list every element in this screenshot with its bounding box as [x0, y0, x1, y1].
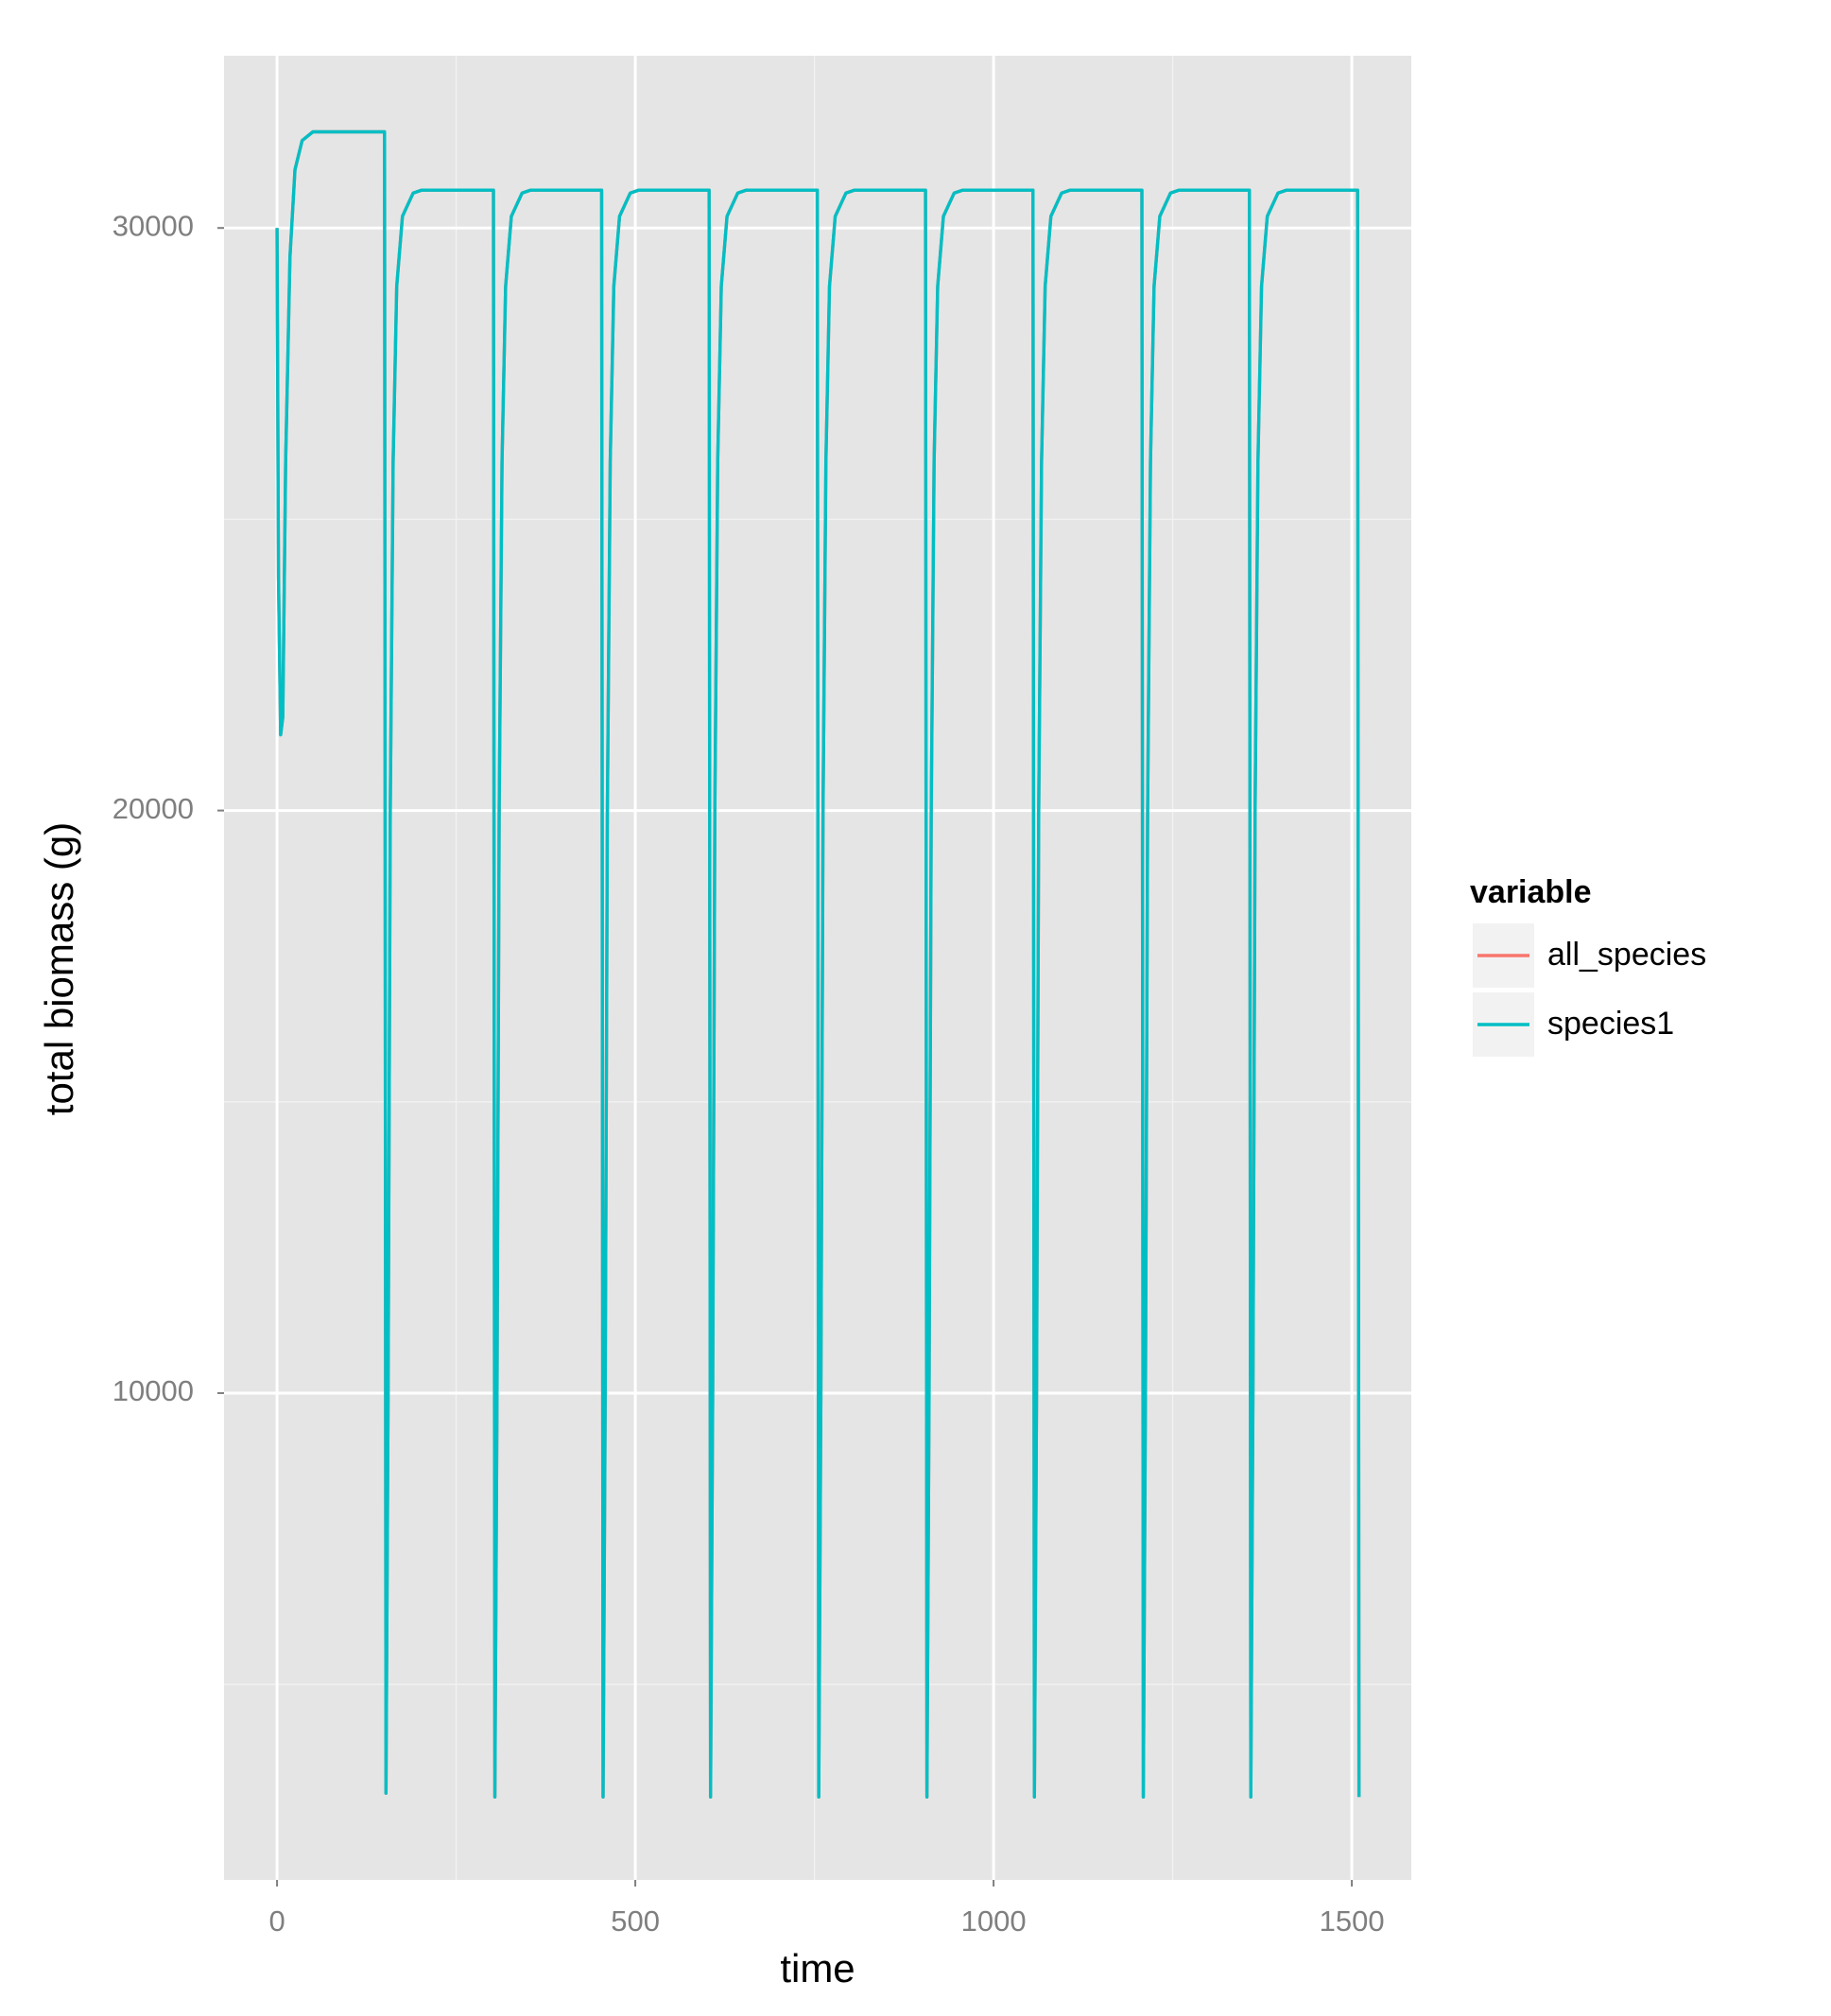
legend-label: all_species — [1547, 937, 1706, 973]
x-tick-label: 500 — [611, 1904, 660, 1938]
y-axis-title: total biomass (g) — [37, 822, 81, 1115]
legend-label: species1 — [1547, 1006, 1674, 1042]
x-tick-label: 1000 — [961, 1904, 1027, 1938]
y-tick-label: 10000 — [112, 1374, 194, 1407]
series-line — [275, 129, 1361, 1799]
x-tick-label: 1500 — [1320, 1904, 1385, 1938]
x-tick-label: 0 — [268, 1904, 285, 1938]
x-axis-title: time — [780, 1946, 855, 1990]
y-tick-label: 30000 — [112, 209, 194, 242]
legend-title: variable — [1470, 874, 1592, 910]
y-tick-label: 20000 — [112, 792, 194, 825]
